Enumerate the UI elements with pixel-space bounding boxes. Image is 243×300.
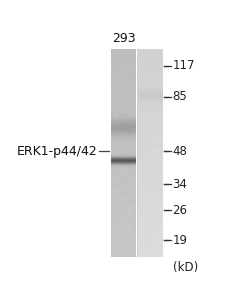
Text: 19: 19 [173, 234, 188, 247]
Text: 85: 85 [173, 90, 187, 103]
Text: 293: 293 [112, 32, 135, 45]
Text: ERK1-p44/42: ERK1-p44/42 [17, 145, 97, 158]
Text: 26: 26 [173, 203, 188, 217]
Text: (kD): (kD) [173, 261, 198, 274]
Text: 34: 34 [173, 178, 187, 191]
Text: 48: 48 [173, 145, 187, 158]
Text: 117: 117 [173, 59, 195, 72]
